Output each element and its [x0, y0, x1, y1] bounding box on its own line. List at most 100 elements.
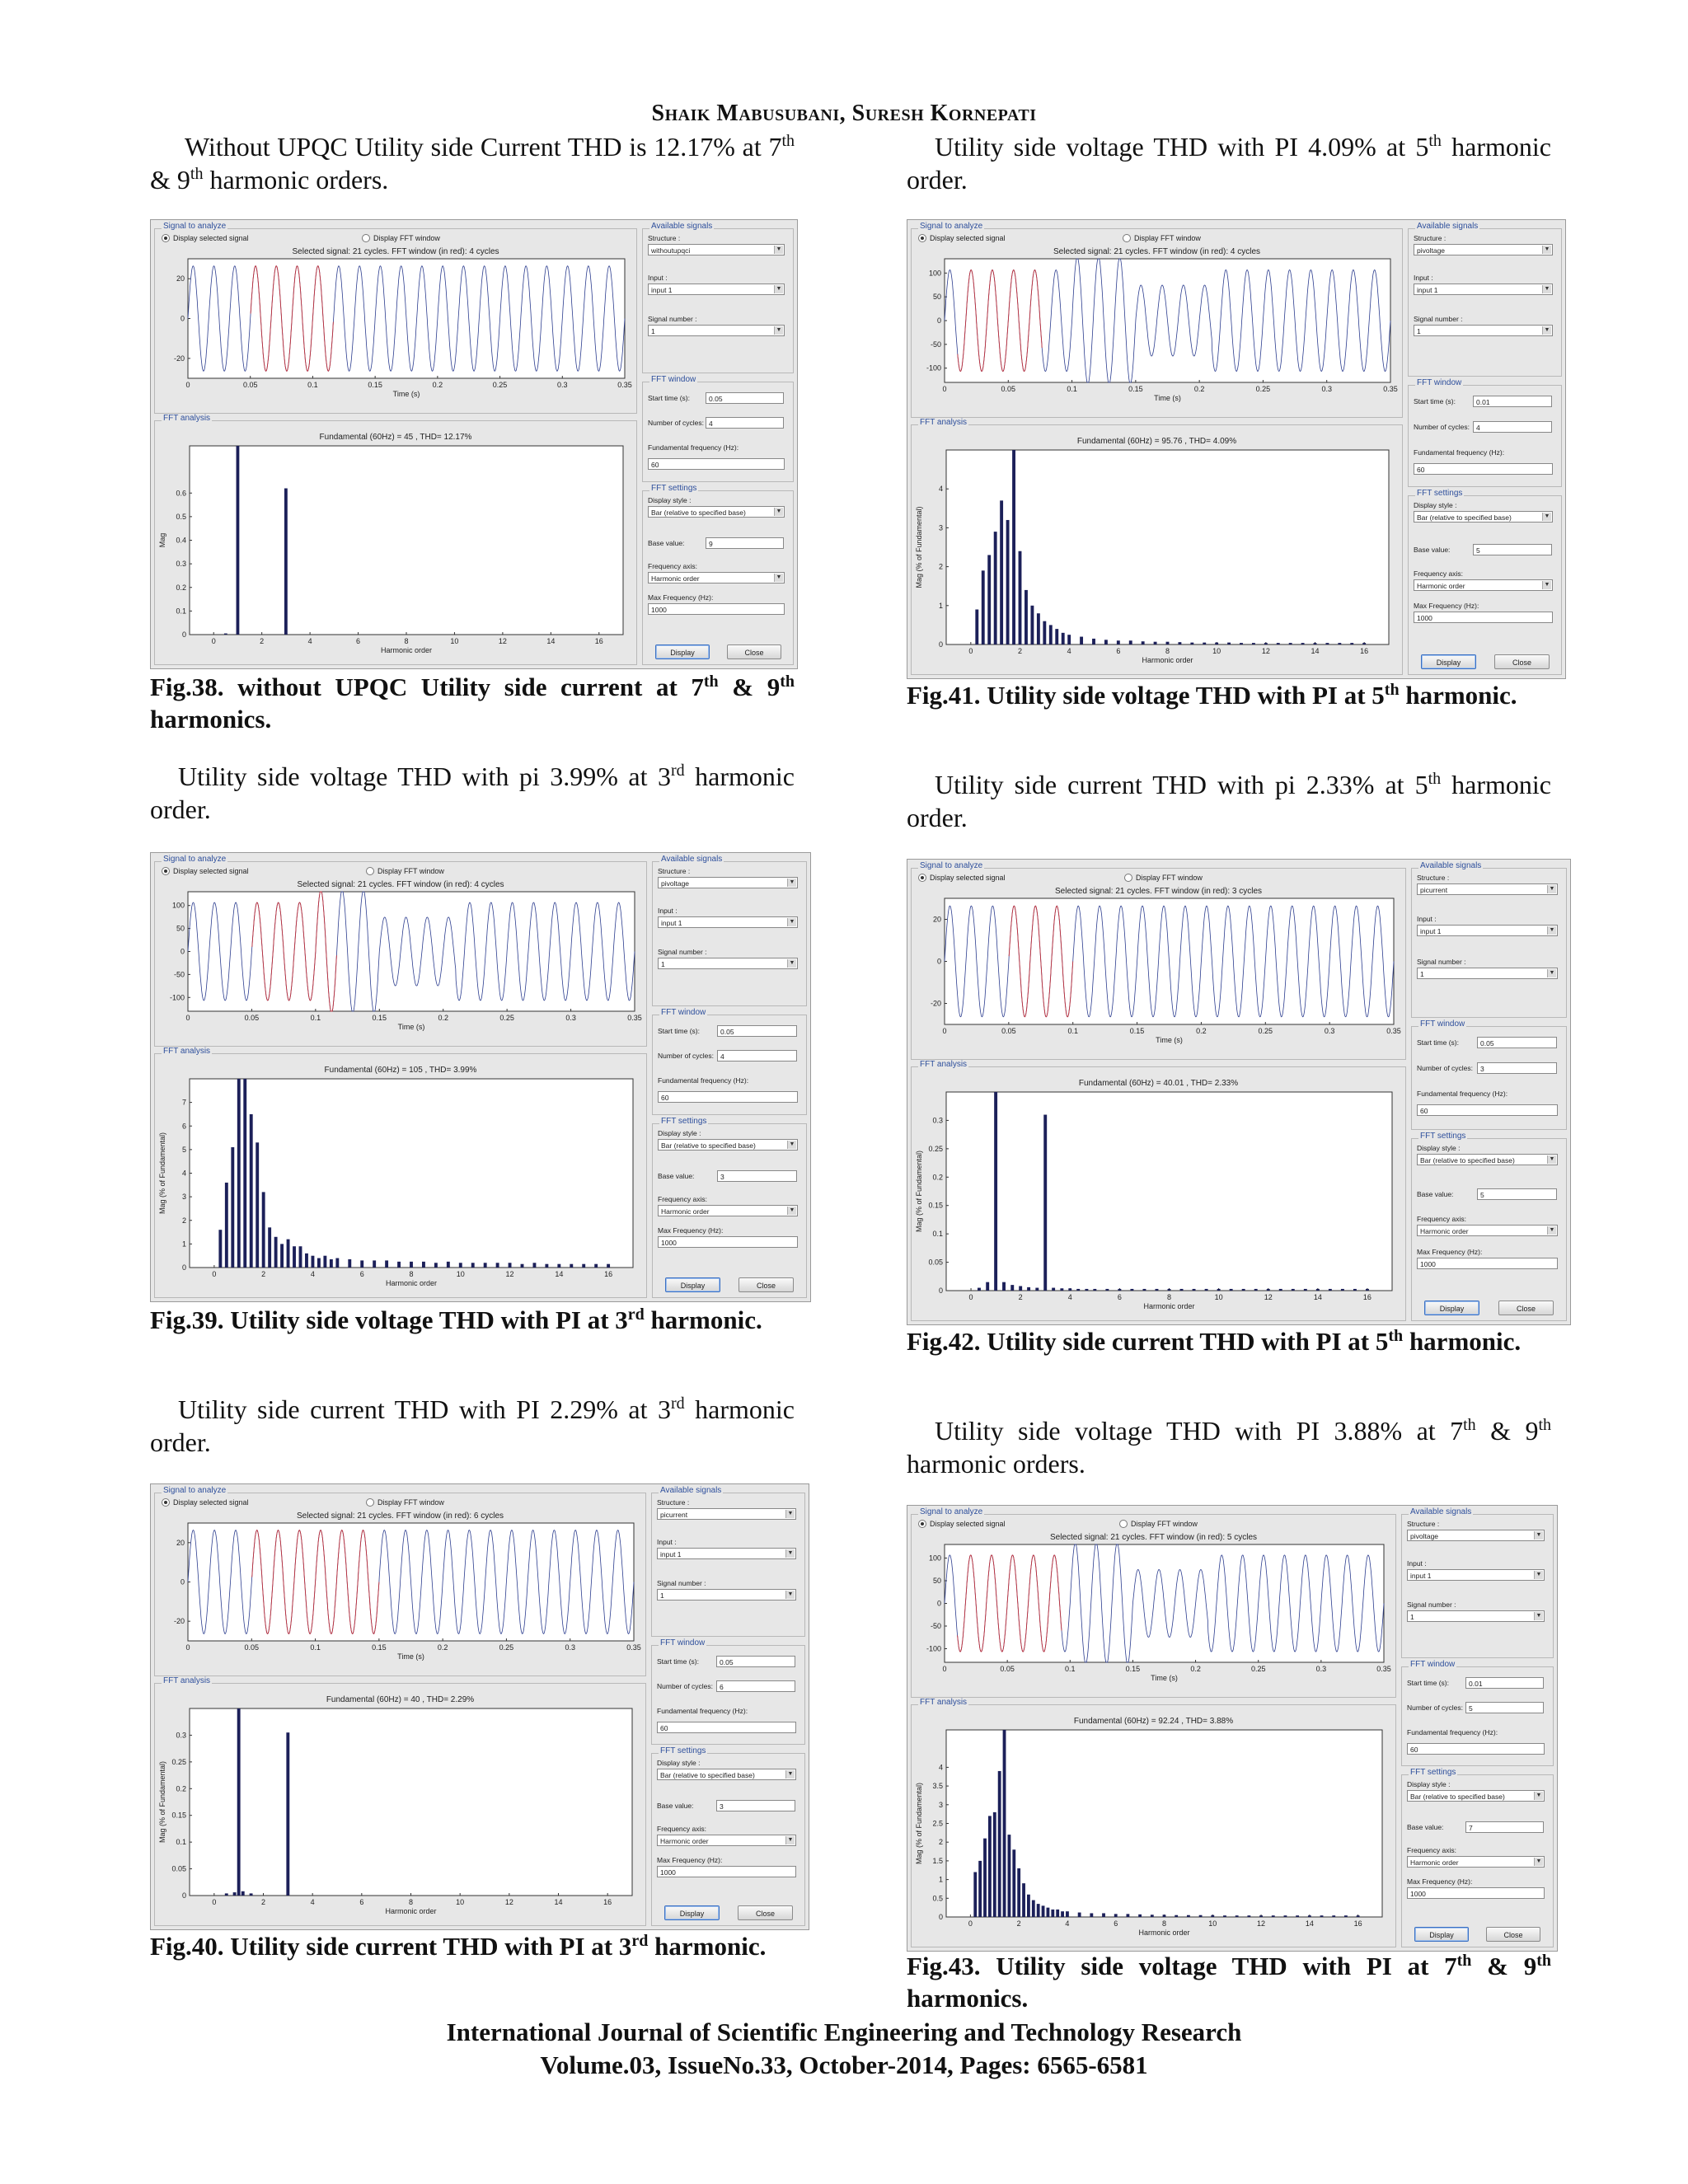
start-time-input[interactable]: 0.01	[1473, 396, 1552, 407]
structure-dropdown[interactable]: pivoltage ▼	[1407, 1530, 1545, 1541]
fundamental-frequency-input[interactable]: 60	[1417, 1104, 1558, 1116]
base-value-input[interactable]: 5	[1477, 1188, 1557, 1200]
max-frequency-input[interactable]: 1000	[1417, 1258, 1558, 1269]
start-time-input[interactable]: 0.05	[706, 392, 784, 404]
harmonic-bar	[1025, 589, 1028, 644]
display-style-dropdown[interactable]: Bar (relative to specified base) ▼	[648, 506, 785, 518]
fft-window-group: FFT window Start time (s): 0.05 Number of c…	[642, 375, 794, 482]
frequency-axis-dropdown[interactable]: Harmonic order ▼	[658, 1205, 798, 1216]
structure-dropdown[interactable]: picurrent ▼	[657, 1508, 796, 1520]
chevron-down-icon: ▼	[774, 246, 783, 254]
base-value-input[interactable]: 7	[1465, 1821, 1544, 1833]
harmonic-bar	[1141, 641, 1145, 644]
display-selected-signal-radio[interactable]: Display selected signal	[162, 867, 249, 875]
display-button[interactable]: Display	[1421, 654, 1476, 669]
start-time-input[interactable]: 0.05	[717, 1025, 797, 1037]
number-of-cycles-input[interactable]: 6	[716, 1680, 795, 1692]
close-button[interactable]: Close	[738, 1277, 794, 1292]
display-button[interactable]: Display	[665, 1277, 720, 1292]
close-button[interactable]: Close	[1486, 1927, 1540, 1942]
signal-number-dropdown[interactable]: 1 ▼	[1414, 325, 1553, 336]
input-dropdown[interactable]: input 1 ▼	[658, 916, 798, 928]
display-button[interactable]: Display	[664, 1905, 720, 1920]
frequency-axis-dropdown[interactable]: Harmonic order ▼	[1407, 1856, 1545, 1868]
base-value-input[interactable]: 3	[717, 1170, 797, 1182]
number-of-cycles-input[interactable]: 4	[1473, 421, 1552, 433]
caption-fig39: Fig.39. Utility side voltage THD with PI…	[150, 1305, 762, 1334]
display-fft-window-radio[interactable]: Display FFT window	[1119, 1520, 1198, 1528]
display-style-dropdown[interactable]: Bar (relative to specified base) ▼	[1414, 511, 1553, 523]
input-dropdown[interactable]: input 1 ▼	[657, 1548, 796, 1559]
input-dropdown[interactable]: input 1 ▼	[1417, 925, 1558, 936]
display-button[interactable]: Display	[655, 644, 710, 659]
fundamental-frequency-input[interactable]: 60	[1407, 1743, 1545, 1755]
harmonic-bar	[1002, 1282, 1006, 1291]
max-frequency-input[interactable]: 1000	[1414, 612, 1553, 623]
harmonic-bar	[305, 1253, 308, 1268]
spectrum-x-tick-label: 10	[456, 1898, 464, 1906]
max-frequency-input[interactable]: 1000	[1407, 1887, 1545, 1899]
display-style-dropdown[interactable]: Bar (relative to specified base) ▼	[658, 1139, 798, 1151]
input-dropdown[interactable]: input 1 ▼	[1407, 1569, 1545, 1581]
base-value-input[interactable]: 3	[716, 1800, 795, 1811]
start-time-input[interactable]: 0.01	[1465, 1677, 1544, 1689]
structure-dropdown[interactable]: withoutupqci ▼	[648, 244, 785, 255]
display-selected-signal-radio[interactable]: Display selected signal	[162, 234, 249, 242]
number-of-cycles-input[interactable]: 4	[717, 1050, 797, 1062]
structure-dropdown[interactable]: picurrent ▼	[1417, 883, 1558, 895]
input-dropdown[interactable]: input 1 ▼	[648, 284, 785, 295]
signal-number-dropdown[interactable]: 1 ▼	[648, 325, 785, 336]
display-fft-window-radio[interactable]: Display FFT window	[1123, 234, 1201, 242]
display-selected-signal-radio[interactable]: Display selected signal	[162, 1498, 249, 1507]
display-selected-signal-radio[interactable]: Display selected signal	[918, 234, 1006, 242]
waveform-y-tick-label: 0	[181, 315, 185, 323]
close-button[interactable]: Close	[738, 1905, 793, 1920]
input-dropdown[interactable]: input 1 ▼	[1414, 284, 1553, 295]
base-value-input[interactable]: 9	[706, 537, 784, 549]
signal-number-dropdown[interactable]: 1 ▼	[658, 958, 798, 969]
max-frequency-input[interactable]: 1000	[657, 1866, 796, 1877]
max-frequency-input[interactable]: 1000	[658, 1236, 798, 1248]
fundamental-frequency-input[interactable]: 60	[648, 458, 785, 470]
signal-number-dropdown[interactable]: 1 ▼	[1417, 968, 1558, 979]
chevron-down-icon: ▼	[1547, 1226, 1556, 1235]
number-of-cycles-input[interactable]: 3	[1477, 1062, 1557, 1074]
structure-dropdown[interactable]: pivoltage ▼	[658, 877, 798, 888]
start-time-input[interactable]: 0.05	[1477, 1037, 1557, 1048]
close-button[interactable]: Close	[727, 644, 781, 659]
display-fft-window-radio[interactable]: Display FFT window	[366, 867, 444, 875]
display-fft-window-radio[interactable]: Display FFT window	[1124, 874, 1203, 882]
display-style-dropdown[interactable]: Bar (relative to specified base) ▼	[657, 1769, 796, 1780]
fundamental-frequency-input[interactable]: 60	[658, 1091, 798, 1103]
spectrum-y-tick-label: 3	[939, 1801, 943, 1809]
waveform-y-tick-label: -20	[174, 1617, 185, 1625]
display-fft-window-radio[interactable]: Display FFT window	[366, 1498, 444, 1507]
harmonic-bar	[508, 1263, 512, 1268]
display-selected-signal-radio[interactable]: Display selected signal	[918, 1520, 1006, 1528]
signal-number-dropdown[interactable]: 1 ▼	[1407, 1610, 1545, 1622]
frequency-axis-dropdown[interactable]: Harmonic order ▼	[1417, 1225, 1558, 1236]
number-of-cycles-input[interactable]: 4	[706, 417, 784, 429]
harmonic-bar	[1002, 1730, 1006, 1917]
close-button[interactable]: Close	[1494, 654, 1550, 669]
display-button[interactable]: Display	[1414, 1927, 1469, 1942]
display-button[interactable]: Display	[1424, 1301, 1479, 1315]
number-of-cycles-input[interactable]: 5	[1465, 1702, 1544, 1713]
start-time-input[interactable]: 0.05	[716, 1656, 795, 1667]
frequency-axis-dropdown[interactable]: Harmonic order ▼	[648, 572, 785, 583]
max-frequency-input[interactable]: 1000	[648, 603, 785, 615]
spectrum-y-tick-label: 0.25	[928, 1145, 943, 1153]
close-button[interactable]: Close	[1498, 1301, 1554, 1315]
fundamental-frequency-input[interactable]: 60	[1414, 463, 1553, 475]
display-fft-window-radio[interactable]: Display FFT window	[362, 234, 440, 242]
harmonic-bar	[1344, 1915, 1348, 1917]
display-style-dropdown[interactable]: Bar (relative to specified base) ▼	[1407, 1790, 1545, 1802]
frequency-axis-dropdown[interactable]: Harmonic order ▼	[1414, 579, 1553, 591]
signal-number-dropdown[interactable]: 1 ▼	[657, 1589, 796, 1601]
fundamental-frequency-input[interactable]: 60	[657, 1722, 796, 1733]
frequency-axis-dropdown[interactable]: Harmonic order ▼	[657, 1835, 796, 1846]
display-selected-signal-radio[interactable]: Display selected signal	[918, 874, 1006, 882]
base-value-input[interactable]: 5	[1473, 544, 1552, 555]
display-style-dropdown[interactable]: Bar (relative to specified base) ▼	[1417, 1154, 1558, 1165]
structure-dropdown[interactable]: pivoltage ▼	[1414, 244, 1553, 255]
